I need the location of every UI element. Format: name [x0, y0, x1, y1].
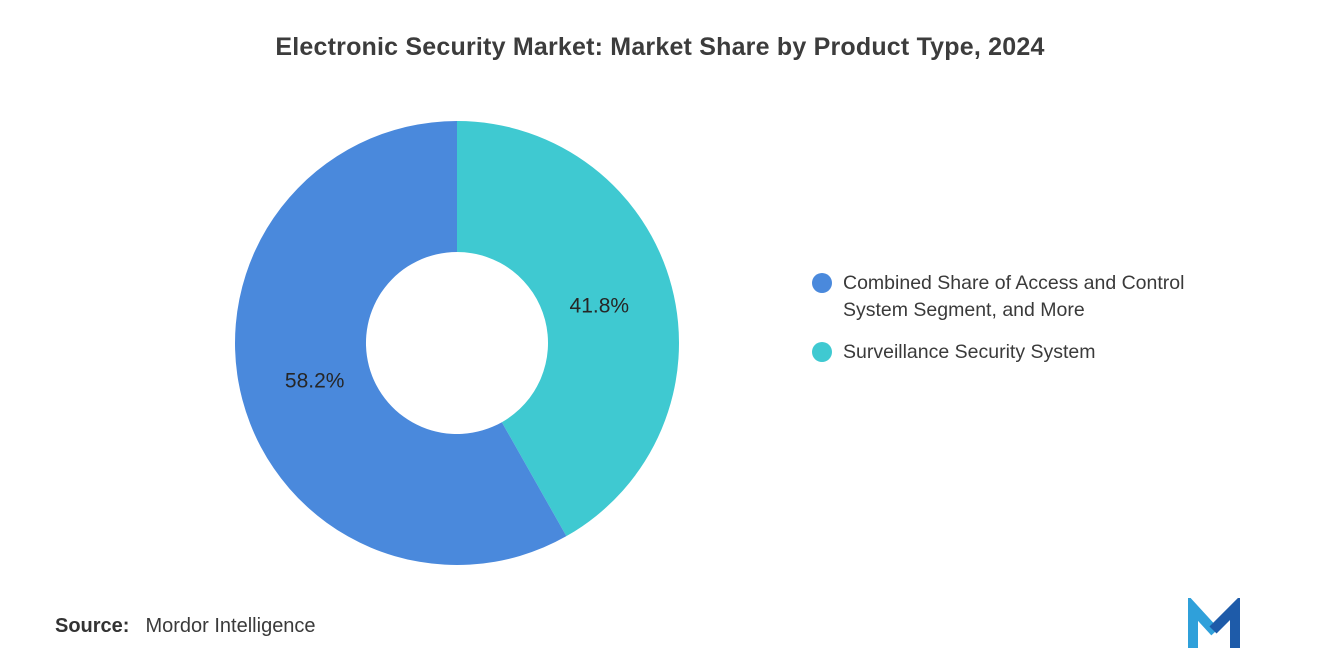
source-label: Source: [55, 615, 130, 637]
donut-chart: 41.8% 58.2% [235, 121, 680, 565]
legend-label: Combined Share of Access and Control Sys… [843, 272, 1185, 322]
donut-chart-area: 41.8% 58.2% [232, 118, 682, 568]
chart-title: Electronic Security Market: Market Share… [275, 33, 1045, 61]
legend: Combined Share of Access and Control Sys… [812, 270, 1215, 366]
logo-right-stroke [1209, 598, 1240, 648]
logo-left-stroke [1188, 598, 1219, 648]
legend-item: Surveillance Security System [812, 339, 1215, 366]
slice-percent-label: 41.8% [570, 295, 630, 318]
legend-marker-teal-icon [812, 341, 832, 362]
pie-slice [457, 121, 680, 537]
legend-item: Combined Share of Access and Control Sys… [812, 270, 1215, 325]
legend-label: Surveillance Security System [843, 340, 1096, 363]
source-value: Mordor Intelligence [145, 615, 316, 637]
mordor-intelligence-logo [1188, 598, 1240, 648]
legend-marker-blue-icon [812, 273, 832, 293]
source-line: Source: Mordor Intelligence [55, 615, 316, 638]
slice-percent-label: 58.2% [285, 370, 345, 393]
pie-slice [235, 121, 567, 565]
